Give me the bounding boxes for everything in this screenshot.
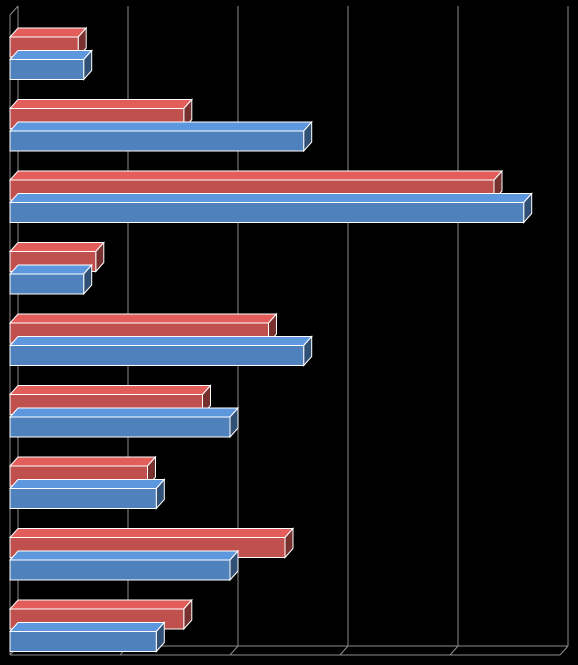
bar-front [9,130,305,152]
bar-top [8,456,157,467]
bar-top [8,170,504,181]
bar-top [8,99,193,109]
floor-tick [449,645,459,656]
bar-front [9,488,157,509]
bar [8,549,240,582]
bar [8,621,166,653]
bar-top [8,479,166,489]
bar-top [8,121,313,132]
bar-top [8,599,193,610]
floor-tick [339,645,349,656]
bar [8,49,93,81]
bar-top [8,264,93,275]
bars-layer [8,26,533,653]
bar-top [8,193,533,203]
bar-front [9,345,305,366]
floor-tick [229,645,239,656]
bar-top [8,528,295,538]
bar [8,478,166,510]
bar-top [8,242,105,252]
bar-front [9,202,525,223]
bar-front [9,59,85,80]
axis-edge [9,5,19,16]
bar-front [9,416,231,438]
bar-top [8,50,93,60]
bar-top [8,550,240,561]
bar [8,120,313,153]
bar-top [8,27,88,38]
bar [8,192,533,224]
bar-front [9,559,231,581]
floor-tick [559,645,569,656]
bar-top [8,336,313,346]
bar-top [8,313,278,324]
bar [8,263,93,296]
bar-front [9,631,157,652]
bar-front [9,273,85,295]
bar-top [8,385,212,395]
bar-top [8,622,166,632]
bar [8,335,313,367]
bar [8,406,240,439]
bar-top [8,407,240,418]
